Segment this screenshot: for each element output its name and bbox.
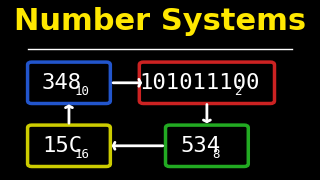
Text: Number Systems: Number Systems xyxy=(14,7,306,36)
FancyBboxPatch shape xyxy=(165,125,248,166)
Text: 15C: 15C xyxy=(42,136,82,156)
Text: 348: 348 xyxy=(42,73,82,93)
Text: 101011100: 101011100 xyxy=(140,73,260,93)
FancyBboxPatch shape xyxy=(28,62,110,104)
Text: 2: 2 xyxy=(234,85,241,98)
Text: 8: 8 xyxy=(212,148,220,161)
Text: 10: 10 xyxy=(74,85,89,98)
Text: 534: 534 xyxy=(180,136,220,156)
FancyBboxPatch shape xyxy=(139,62,275,104)
Text: 16: 16 xyxy=(74,148,89,161)
FancyBboxPatch shape xyxy=(28,125,110,166)
